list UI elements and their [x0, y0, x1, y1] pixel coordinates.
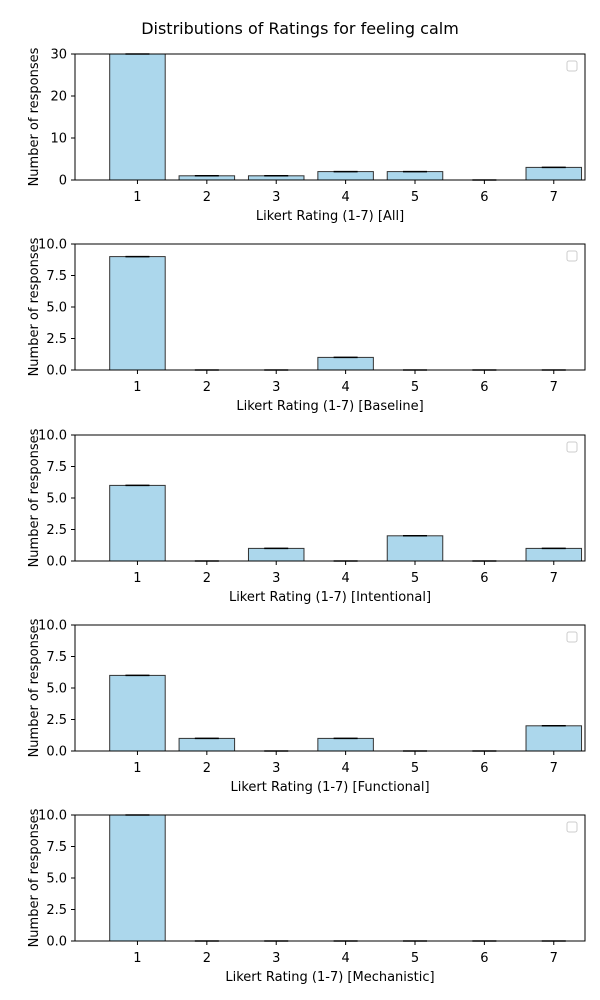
x-tick-label: 5: [411, 571, 419, 586]
y-tick-label: 5.0: [46, 872, 67, 887]
x-axis-label: Likert Rating (1-7) [Mechanistic]: [225, 970, 434, 985]
figure-title: Distributions of Ratings for feeling cal…: [141, 19, 459, 38]
bar-1: [109, 256, 166, 371]
x-tick-label: 2: [203, 571, 211, 586]
y-tick-label: 20: [50, 90, 67, 105]
x-tick-label: 1: [133, 571, 141, 586]
y-tick-label: 2.5: [46, 713, 67, 728]
y-tick-label: 7.5: [46, 840, 67, 855]
bar-2: [178, 737, 236, 752]
legend-box: [566, 60, 578, 72]
bar-4: [317, 171, 374, 181]
x-tick-label: 2: [203, 761, 211, 776]
bar-1: [109, 53, 166, 181]
y-tick-label: 10.0: [38, 238, 67, 253]
x-tick-label: 5: [411, 380, 419, 395]
subplot-2: 1 2 3 4 5 6 7 0.0 2.5 5.0 7.5 10.0 Likert Rating (1-…: [27, 237, 586, 414]
x-tick-label: 6: [480, 190, 488, 205]
bar-1: [109, 484, 166, 562]
x-axis-label: Likert Rating (1-7) [Intentional]: [229, 590, 431, 605]
bar-1: [109, 814, 166, 942]
bar-5: [386, 171, 444, 181]
x-tick-label: 2: [203, 951, 211, 966]
y-axis-label: Number of responses: [27, 47, 42, 186]
bar-7: [525, 725, 583, 752]
y-tick-label: 0.0: [46, 935, 67, 950]
y-tick-label: 10: [50, 132, 67, 147]
y-tick-label: 0.0: [46, 364, 67, 379]
bar-5: [386, 535, 444, 562]
y-tick-label: 2.5: [46, 903, 67, 918]
y-tick-label: 7.5: [46, 460, 67, 475]
x-tick-label: 3: [272, 190, 280, 205]
y-tick-label: 2.5: [46, 523, 67, 538]
y-tick-label: 5.0: [46, 492, 67, 507]
x-tick-label: 4: [341, 380, 349, 395]
y-axis-label: Number of responses: [27, 808, 42, 947]
y-tick-label: 7.5: [46, 650, 67, 665]
y-axis-label: Number of responses: [27, 237, 42, 376]
x-tick-label: 3: [272, 761, 280, 776]
legend-box: [566, 441, 578, 453]
x-tick-label: 1: [133, 380, 141, 395]
y-tick-label: 7.5: [46, 269, 67, 284]
y-axis-label: Number of responses: [27, 618, 42, 757]
x-tick-label: 7: [550, 571, 558, 586]
bar-4: [317, 737, 374, 752]
bar-4: [317, 356, 374, 371]
y-tick-label: 5.0: [46, 682, 67, 697]
x-tick-label: 3: [272, 571, 280, 586]
x-tick-label: 2: [203, 190, 211, 205]
x-tick-label: 5: [411, 951, 419, 966]
y-tick-label: 10.0: [38, 809, 67, 824]
x-tick-label: 4: [341, 761, 349, 776]
x-tick-label: 6: [480, 951, 488, 966]
x-tick-label: 6: [480, 380, 488, 395]
x-tick-label: 7: [550, 380, 558, 395]
subplot-4: 1 2 3 4 5 6 7 0.0 2.5 5.0 7.5 10.0 Likert Rating (1-…: [27, 618, 586, 795]
y-tick-label: 0.0: [46, 555, 67, 570]
x-tick-label: 4: [341, 190, 349, 205]
y-tick-label: 30: [50, 48, 67, 63]
x-tick-label: 3: [272, 951, 280, 966]
subplot-3: 1 2 3 4 5 6 7 0.0 2.5 5.0 7.5 10.0 Likert Rating (1-…: [27, 428, 586, 605]
y-tick-label: 0: [59, 174, 67, 189]
x-tick-label: 2: [203, 380, 211, 395]
y-tick-label: 2.5: [46, 332, 67, 347]
y-tick-label: 10.0: [38, 429, 67, 444]
legend-box: [566, 631, 578, 643]
x-axis-label: Likert Rating (1-7) [Functional]: [230, 780, 429, 795]
x-axis-label: Likert Rating (1-7) [Baseline]: [236, 399, 423, 414]
bar-1: [109, 674, 166, 752]
bar-3: [247, 547, 305, 562]
x-tick-label: 1: [133, 951, 141, 966]
x-tick-label: 6: [480, 571, 488, 586]
y-tick-label: 10.0: [38, 619, 67, 634]
x-tick-label: 1: [133, 761, 141, 776]
legend-box: [566, 250, 578, 262]
subplot-5: 1 2 3 4 5 6 7 0.0 2.5 5.0 7.5 10.0 Likert Rating (1-…: [27, 808, 586, 985]
bar-7: [525, 547, 583, 562]
x-tick-label: 6: [480, 761, 488, 776]
x-tick-label: 5: [411, 190, 419, 205]
y-axis-label: Number of responses: [27, 428, 42, 567]
x-tick-label: 1: [133, 190, 141, 205]
subplots: 1 2 3 4 5 6 7 0 10 20 30 Likert Rating (1-7) [All] N…: [27, 47, 586, 985]
x-axis-label: Likert Rating (1-7) [All]: [256, 209, 404, 224]
axes-frame: [74, 53, 586, 181]
x-tick-label: 4: [341, 571, 349, 586]
x-tick-label: 3: [272, 380, 280, 395]
x-tick-label: 7: [550, 190, 558, 205]
bar-7: [525, 166, 583, 181]
y-tick-label: 5.0: [46, 301, 67, 316]
x-tick-label: 5: [411, 761, 419, 776]
x-tick-label: 7: [550, 761, 558, 776]
y-tick-label: 0.0: [46, 745, 67, 760]
x-tick-label: 4: [341, 951, 349, 966]
subplot-1: 1 2 3 4 5 6 7 0 10 20 30 Likert Rating (1-7) [All] N…: [27, 47, 586, 224]
legend-box: [566, 821, 578, 833]
x-tick-label: 7: [550, 951, 558, 966]
